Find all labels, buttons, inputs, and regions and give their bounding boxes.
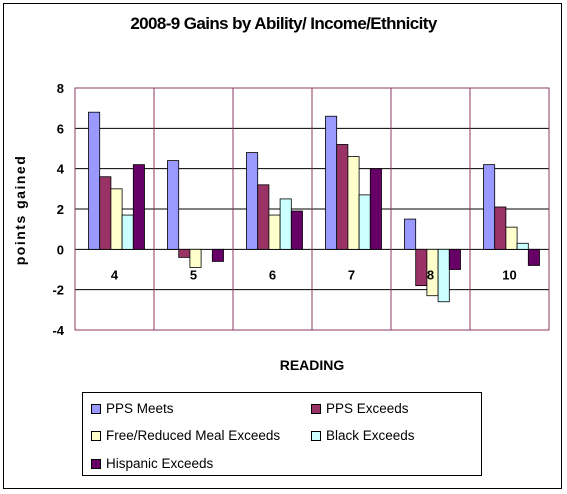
bar-pps-meets [167, 160, 180, 250]
bar-pps-meets [88, 111, 101, 250]
bar-hispanic-exceeds [132, 164, 145, 250]
bar-pps-meets [404, 218, 417, 250]
x-tick-label: 10 [502, 267, 516, 282]
legend-swatch [91, 430, 101, 441]
legend-item: Black Exceeds [311, 428, 415, 443]
bar-pps-meets [246, 152, 259, 250]
bar-pps-exceeds [415, 248, 428, 287]
legend-item: PPS Exceeds [311, 401, 409, 416]
y-axis-label: points gained [12, 154, 28, 266]
y-tick-label: 2 [57, 202, 64, 217]
y-tick-label: -2 [52, 283, 64, 298]
bar-free-reduced-meal-exceeds [347, 156, 360, 250]
legend-label: Free/Reduced Meal Exceeds [106, 428, 281, 443]
legend-label: Hispanic Exceeds [106, 456, 214, 471]
plot-border [74, 87, 550, 331]
bar-pps-exceeds [494, 206, 507, 250]
legend-item: Free/Reduced Meal Exceeds [91, 428, 280, 443]
y-tick-label: 4 [57, 162, 65, 177]
legend: PPS Meets PPS Exceeds Free/Reduced Meal Ex… [82, 392, 482, 476]
bar-free-reduced-meal-exceeds [189, 248, 202, 268]
bar-free-reduced-meal-exceeds [268, 214, 281, 250]
bar-hispanic-exceeds [369, 168, 382, 250]
legend-swatch [311, 403, 321, 414]
bar-black-exceeds [437, 248, 450, 303]
y-tick-label: 8 [57, 81, 64, 96]
legend-item: Hispanic Exceeds [91, 456, 213, 471]
legend-swatch [311, 430, 321, 441]
bar-hispanic-exceeds [211, 248, 224, 262]
legend-item: PPS Meets [91, 401, 174, 416]
x-tick-label: 7 [348, 267, 355, 282]
x-tick-label: 5 [190, 267, 197, 282]
legend-swatch [91, 458, 101, 469]
legend-swatch [91, 403, 101, 414]
x-tick-label: 6 [269, 267, 276, 282]
y-tick-label: 6 [57, 121, 64, 136]
bar-free-reduced-meal-exceeds [110, 188, 123, 250]
bar-pps-exceeds [336, 144, 349, 250]
bar-pps-exceeds [257, 184, 270, 250]
bar-hispanic-exceeds [290, 210, 303, 250]
bar-free-reduced-meal-exceeds [505, 226, 518, 250]
chart-title: 2008-9 Gains by Ability/ Income/Ethnicit… [130, 14, 437, 33]
x-tick-label: 4 [111, 267, 119, 282]
bar-hispanic-exceeds [527, 248, 540, 266]
y-tick-label: 0 [57, 242, 64, 257]
x-axis-label: READING [279, 357, 345, 373]
y-tick-label: -4 [52, 323, 64, 338]
bar-pps-meets [325, 115, 338, 250]
legend-label: PPS Exceeds [326, 401, 409, 416]
bar-black-exceeds [516, 242, 529, 250]
bar-pps-exceeds [99, 176, 112, 250]
bar-hispanic-exceeds [448, 248, 461, 270]
bar-pps-meets [483, 164, 496, 250]
bar-pps-exceeds [178, 248, 191, 258]
legend-label: Black Exceeds [326, 428, 415, 443]
bar-black-exceeds [121, 214, 134, 250]
legend-label: PPS Meets [106, 401, 174, 416]
x-tick-label: 8 [427, 267, 434, 282]
bar-black-exceeds [358, 194, 371, 250]
bar-black-exceeds [279, 198, 292, 250]
